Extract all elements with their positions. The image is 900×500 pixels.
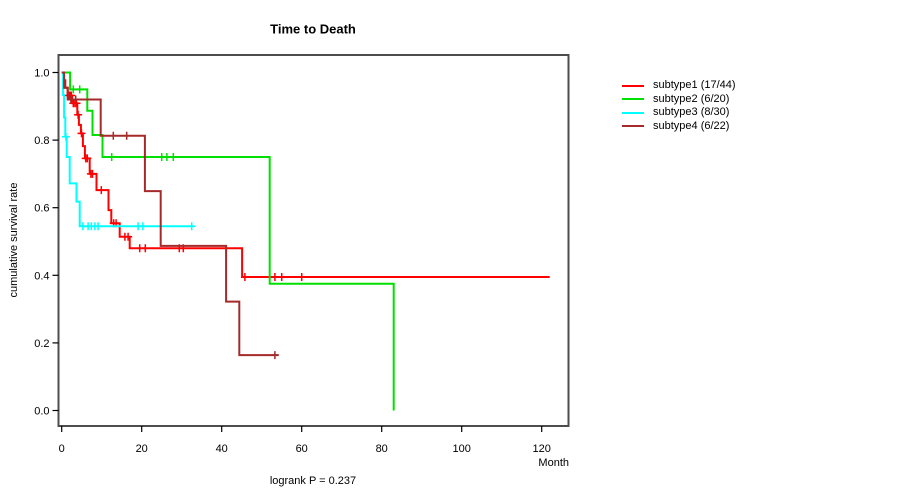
- legend-item: subtype1 (17/44): [622, 79, 736, 93]
- x-tick-label: 60: [296, 443, 308, 455]
- censor-marks-subtype3: [61, 132, 196, 231]
- censor-marks-subtype4: [66, 95, 279, 360]
- x-tick-label: 100: [453, 443, 471, 455]
- legend-item: subtype4 (6/22): [622, 120, 736, 134]
- chart-title: Time to Death: [270, 21, 356, 37]
- legend-line-swatch: [622, 98, 644, 101]
- legend-item-label: subtype3 (8/30): [653, 106, 730, 118]
- y-axis-label: cumulative survival rate: [8, 182, 20, 298]
- y-tick-label: 0.8: [34, 135, 49, 147]
- axes-layer: 0 20 40 60 80 100 120 0.0 0.2 0.4 0.6 0.8 1.0: [34, 54, 570, 455]
- legend-item: subtype3 (8/30): [622, 106, 736, 120]
- legend: subtype1 (17/44) subtype2 (6/20) subtype…: [622, 79, 736, 133]
- km-curve-subtype4: [61, 71, 279, 357]
- x-tick-label: 20: [136, 443, 148, 455]
- km-curves-layer: [61, 71, 550, 411]
- y-tick-label: 0.2: [34, 338, 49, 350]
- y-tick-label: 0.4: [34, 270, 49, 282]
- x-tick-label: 80: [376, 443, 388, 455]
- x-tick-label: 40: [216, 443, 228, 455]
- x-axis-label: Month: [538, 457, 569, 469]
- y-tick-label: 0.0: [34, 406, 49, 418]
- y-tick-label: 0.6: [34, 203, 49, 215]
- censor-marks-subtype2: [69, 85, 178, 161]
- km-curve-subtype2: [61, 71, 395, 411]
- legend-line-swatch: [622, 125, 644, 128]
- legend-item: subtype2 (6/20): [622, 93, 736, 107]
- y-tick-label: 1.0: [34, 68, 49, 80]
- km-curve-subtype1: [61, 71, 550, 278]
- legend-item-label: subtype1 (17/44): [653, 79, 736, 91]
- km-curve-subtype3: [61, 71, 194, 228]
- censor-marks-subtype1: [64, 91, 306, 281]
- legend-line-swatch: [622, 111, 644, 114]
- logrank-p-annotation: logrank P = 0.237: [269, 475, 357, 487]
- x-tick-label: 0: [59, 443, 65, 455]
- legend-item-label: subtype2 (6/20): [653, 92, 730, 105]
- legend-item-label: subtype4 (6/22): [653, 119, 730, 132]
- x-tick-label: 120: [533, 443, 551, 455]
- legend-line-swatch: [622, 84, 644, 87]
- plot-frame: [57, 54, 570, 427]
